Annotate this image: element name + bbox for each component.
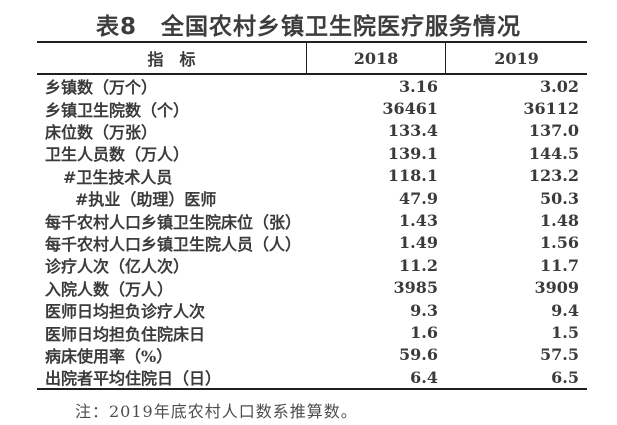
indicator-cell: #卫生技术人员 xyxy=(63,167,173,187)
value-2018-cell: 133.4 xyxy=(387,121,438,141)
table-title: 表8 全国农村乡镇卫生院医疗服务情况 xyxy=(95,14,521,40)
value-2019-cell: 1.5 xyxy=(551,322,579,342)
value-2019-cell: 9.4 xyxy=(551,300,579,320)
table-body: 乡镇数（万个） 3.16 3.02 乡镇卫生院数（个） 36461 36112 床位数（万张… xyxy=(37,75,587,391)
value-2019-cell: 50.3 xyxy=(540,188,579,208)
header-2018: 2018 xyxy=(307,43,446,73)
table-row: 出院者平均住院日（日） 6.4 6.5 xyxy=(37,366,587,389)
indicator-cell: #执业（助理）医师 xyxy=(75,190,217,210)
table-row: 医师日均担负诊疗人次 9.3 9.4 xyxy=(37,299,587,322)
value-2018-cell: 139.1 xyxy=(387,143,438,163)
table-row: 卫生人员数（万人） 139.1 144.5 xyxy=(37,142,587,165)
value-2019-cell: 123.2 xyxy=(528,166,579,186)
value-2018-cell: 9.3 xyxy=(410,300,438,320)
value-2019-cell: 137.0 xyxy=(528,121,579,141)
indicator-cell: 病床使用率（%） xyxy=(45,346,173,366)
table-row: 每千农村人口乡镇卫生院人员（人） 1.49 1.56 xyxy=(37,232,587,254)
value-2018-cell: 118.1 xyxy=(387,166,438,186)
value-2019-cell: 57.5 xyxy=(540,345,579,365)
value-2019-cell: 11.7 xyxy=(540,255,579,275)
table-row: 入院人数（万人） 3985 3909 xyxy=(37,277,587,299)
table-row: 每千农村人口乡镇卫生院床位（张） 1.43 1.48 xyxy=(37,209,587,232)
value-2018-cell: 1.49 xyxy=(399,233,438,253)
table-row: 病床使用率（%） 59.6 57.5 xyxy=(37,344,587,366)
table-row: 乡镇卫生院数（个） 36461 36112 xyxy=(37,97,587,120)
header-indicator: 指 标 xyxy=(37,43,307,73)
indicator-cell: 每千农村人口乡镇卫生院床位（张） xyxy=(45,212,302,232)
indicator-cell: 每千农村人口乡镇卫生院人员（人） xyxy=(45,234,302,254)
header-2019: 2019 xyxy=(494,48,539,68)
value-2019-cell: 36112 xyxy=(523,99,579,119)
indicator-cell: 卫生人员数（万人） xyxy=(45,145,190,165)
table-row: #卫生技术人员 118.1 123.2 xyxy=(37,165,587,187)
indicator-cell: 乡镇数（万个） xyxy=(45,78,158,98)
table-row: 乡镇数（万个） 3.16 3.02 xyxy=(37,75,587,98)
indicator-cell: 床位数（万张） xyxy=(45,122,158,142)
indicator-cell: 诊疗人次（亿人次） xyxy=(45,257,190,277)
value-2018-cell: 36461 xyxy=(382,99,438,119)
value-2018-cell: 3.16 xyxy=(399,76,438,96)
value-2018-cell: 47.9 xyxy=(399,188,438,208)
value-2018-cell: 11.2 xyxy=(399,255,438,275)
value-2019-cell: 6.5 xyxy=(551,367,579,387)
value-2019-cell: 3.02 xyxy=(540,76,579,96)
table-row: 床位数（万张） 133.4 137.0 xyxy=(37,120,587,142)
value-2018-cell: 6.4 xyxy=(410,367,438,387)
indicator-cell: 出院者平均住院日（日） xyxy=(45,369,222,389)
value-2018-cell: 59.6 xyxy=(399,345,438,365)
footnote: 注：2019年底农村人口数系推算数。 xyxy=(75,402,358,421)
value-2019-cell: 3909 xyxy=(534,278,579,298)
table-header-row: 指 标 2018 2019 xyxy=(37,41,587,75)
table-row: 诊疗人次（亿人次） 11.2 11.7 xyxy=(37,254,587,277)
indicator-cell: 医师日均担负诊疗人次 xyxy=(45,302,206,322)
indicator-cell: 入院人数（万人） xyxy=(45,279,174,299)
value-2019-cell: 144.5 xyxy=(528,143,579,163)
value-2018-cell: 1.6 xyxy=(410,322,438,342)
table-row: #执业（助理）医师 47.9 50.3 xyxy=(37,187,587,210)
table-row: 医师日均担负住院床日 1.6 1.5 xyxy=(37,321,587,344)
value-2019-cell: 1.48 xyxy=(540,211,579,231)
value-2018-cell: 3985 xyxy=(393,278,438,298)
value-2018-cell: 1.43 xyxy=(399,211,438,231)
indicators-table: 指 标 2018 2019 乡镇数（万个） 3.16 3.02 乡镇卫生院数（个） 36… xyxy=(37,41,587,391)
value-2019-cell: 1.56 xyxy=(540,233,579,253)
indicator-cell: 医师日均担负住院床日 xyxy=(45,324,206,344)
indicator-cell: 乡镇卫生院数（个） xyxy=(45,100,190,120)
